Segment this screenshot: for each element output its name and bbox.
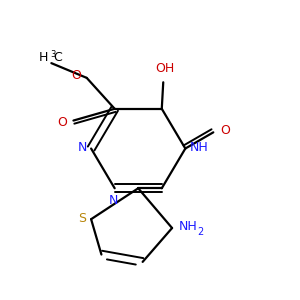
Text: N: N — [109, 194, 118, 207]
Text: OH: OH — [155, 62, 174, 75]
Text: N: N — [78, 141, 88, 154]
Text: O: O — [220, 124, 230, 137]
Text: O: O — [57, 116, 67, 128]
Text: O: O — [71, 69, 81, 82]
Text: NH: NH — [190, 141, 208, 154]
Text: 2: 2 — [197, 227, 203, 237]
Text: C: C — [54, 51, 62, 64]
Text: H: H — [39, 51, 48, 64]
Text: S: S — [78, 212, 86, 225]
Text: 3: 3 — [50, 50, 55, 59]
Text: NH: NH — [178, 220, 197, 233]
